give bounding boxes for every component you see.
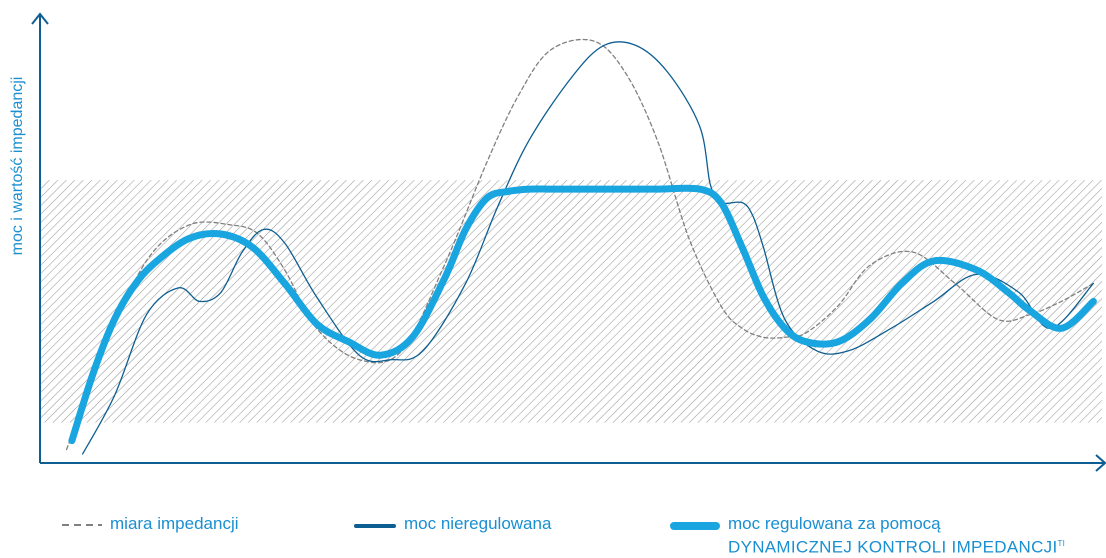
legend-label-line2: DYNAMICZNEJ KONTROLI IMPEDANCJITI [728,534,1065,558]
series-layer [65,38,1097,455]
axes [31,12,1106,472]
dashed-line-swatch [62,524,102,526]
legend-label: moc regulowana za pomocą [728,514,941,533]
legend-item-unregulated: moc nieregulowana [354,514,551,534]
legend: miara impedancji moc nieregulowana moc r… [0,514,1106,558]
legend-label-line2-text: DYNAMICZNEJ KONTROLI IMPEDANCJI [728,537,1058,557]
thin-line-swatch [354,524,396,528]
y-axis-label: moc i wartość impedancji [9,77,26,256]
legend-item-regulated: moc regulowana za pomocą DYNAMICZNEJ KON… [670,514,1065,558]
legend-label-block: moc regulowana za pomocą DYNAMICZNEJ KON… [728,514,1065,558]
legend-label: moc nieregulowana [404,514,552,533]
reference-band [40,180,1102,423]
y-axis-arrow [31,12,49,25]
hatched-band [40,180,1102,423]
legend-label: miara impedancji [110,514,239,533]
series-regulated-line [68,184,1097,445]
series-unregulated-line [81,41,1095,455]
legend-item-impedance: miara impedancji [62,514,239,534]
x-axis-arrow [1095,454,1106,472]
legend-label-sup: TI [1057,539,1066,548]
chart: moc i wartość impedancji [9,12,1106,472]
series-impedance-line [65,38,1095,451]
thick-line-swatch [670,522,720,530]
